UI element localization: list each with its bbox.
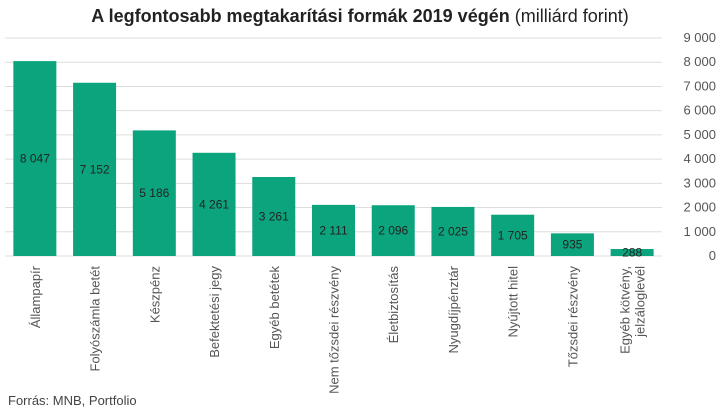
bar-value-label: 4 261	[199, 197, 229, 211]
x-category-label: Befektetési jegy	[207, 266, 222, 358]
y-tick-label: 5 000	[683, 127, 716, 142]
bar	[550, 233, 594, 256]
x-category-label: Egyéb betétek	[267, 266, 282, 350]
bar-value-label: 935	[562, 238, 582, 252]
bar	[132, 130, 176, 256]
bar-value-label: 7 152	[80, 162, 110, 176]
y-tick-label: 1 000	[683, 224, 716, 239]
y-tick-label: 6 000	[683, 103, 716, 118]
bar-value-label: 5 186	[139, 186, 169, 200]
y-tick-label: 2 000	[683, 200, 716, 215]
bar	[73, 82, 117, 256]
bar-value-label: 1 705	[498, 228, 528, 242]
bar	[192, 152, 236, 256]
bar-value-label: 2 025	[438, 224, 468, 238]
y-tick-label: 0	[709, 248, 716, 263]
bar-value-label: 8 047	[20, 152, 50, 166]
y-tick-label: 4 000	[683, 151, 716, 166]
x-category-label: Életbiztosítás	[386, 266, 401, 344]
y-tick-label: 8 000	[683, 54, 716, 69]
bar-value-label: 2 096	[378, 224, 408, 238]
x-category-label: Folyószámla betét	[88, 266, 103, 372]
bar-value-label: 3 261	[259, 210, 289, 224]
y-axis-ticks: 0 1 000 2 000 3 000 4 000 5 000 6 000 7 000 8 00…	[683, 30, 716, 263]
bars	[13, 61, 654, 257]
x-category-label: Egyéb kötvény,jelzáloglevél	[618, 266, 648, 354]
y-tick-label: 3 000	[683, 175, 716, 190]
bar	[610, 249, 654, 256]
bar	[312, 204, 355, 256]
x-category-label: Tőzsdei részvény	[565, 266, 580, 368]
bar	[252, 177, 296, 256]
source-note: Forrás: MNB, Portfolio	[8, 393, 137, 408]
chart-title-main: A legfontosabb megtakarítási formák 2019…	[91, 6, 510, 26]
x-axis-labels: Állampapír Folyószámla betét Készpénz Befek…	[28, 265, 648, 394]
chart-title-unit: (milliárd forint)	[514, 6, 629, 26]
bar	[431, 206, 475, 256]
x-category-label: Készpénz	[147, 266, 162, 323]
value-labels: 8 047 7 152 5 186 4 261 3 261 2 111 2 096 2 025…	[20, 152, 643, 260]
bar-value-label: 288	[622, 246, 642, 260]
bar	[371, 205, 415, 256]
x-category-label: Állampapír	[28, 265, 43, 328]
x-category-label: Nem tőzsdei részvény	[327, 266, 342, 394]
x-category-label: Nyugdíjpénztár	[446, 265, 461, 353]
y-tick-label: 7 000	[683, 78, 716, 93]
chart-title: A legfontosabb megtakarítási formák 2019…	[0, 6, 720, 27]
bar	[13, 61, 57, 257]
bar	[491, 214, 535, 256]
bar-value-label: 2 111	[319, 223, 348, 237]
x-category-label: Nyújtott hitel	[506, 266, 521, 338]
y-tick-label: 9 000	[683, 30, 716, 45]
